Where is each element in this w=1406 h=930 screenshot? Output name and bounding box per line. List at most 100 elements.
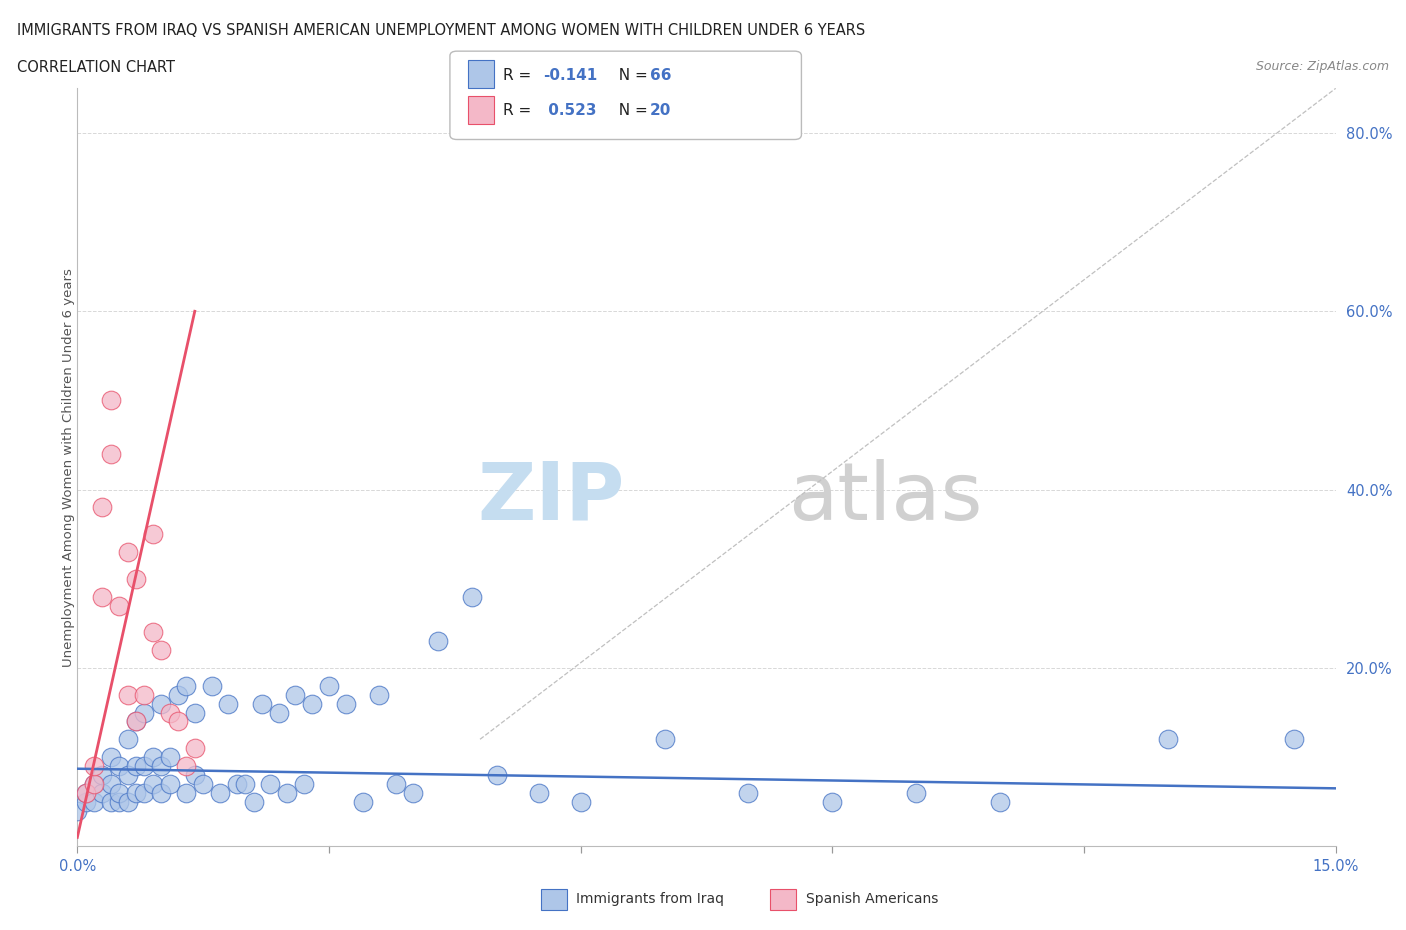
Point xyxy=(460,590,482,604)
Point xyxy=(117,732,139,747)
Point xyxy=(318,678,340,693)
Point xyxy=(100,446,122,461)
Point xyxy=(150,697,173,711)
Point xyxy=(737,785,759,800)
Text: -0.141: -0.141 xyxy=(543,68,598,83)
Point xyxy=(150,785,173,800)
Point xyxy=(259,777,281,791)
Point xyxy=(905,785,928,800)
Point xyxy=(83,777,105,791)
Point xyxy=(485,767,508,782)
Point xyxy=(125,714,148,729)
Text: atlas: atlas xyxy=(789,458,983,537)
Point xyxy=(267,705,290,720)
Point xyxy=(66,804,89,818)
Point xyxy=(83,777,105,791)
Point xyxy=(176,678,198,693)
Point xyxy=(352,794,374,809)
Point xyxy=(176,759,198,774)
Point xyxy=(527,785,550,800)
Text: 0.523: 0.523 xyxy=(543,103,596,118)
Point xyxy=(125,714,148,729)
Point xyxy=(233,777,256,791)
Point xyxy=(385,777,408,791)
Point xyxy=(83,794,105,809)
Point xyxy=(83,759,105,774)
Point xyxy=(402,785,425,800)
Point xyxy=(100,750,122,764)
Point xyxy=(301,697,323,711)
Point xyxy=(75,794,97,809)
Text: Source: ZipAtlas.com: Source: ZipAtlas.com xyxy=(1256,60,1389,73)
Point xyxy=(284,687,307,702)
Point xyxy=(159,777,181,791)
Point xyxy=(242,794,264,809)
Point xyxy=(117,794,139,809)
Point xyxy=(134,687,156,702)
Text: R =: R = xyxy=(503,103,537,118)
Point xyxy=(142,526,165,541)
Point xyxy=(117,767,139,782)
Point xyxy=(125,759,148,774)
Point xyxy=(91,500,114,515)
Text: Immigrants from Iraq: Immigrants from Iraq xyxy=(576,892,724,907)
Point xyxy=(225,777,247,791)
Point xyxy=(217,697,239,711)
Text: R =: R = xyxy=(503,68,537,83)
Text: IMMIGRANTS FROM IRAQ VS SPANISH AMERICAN UNEMPLOYMENT AMONG WOMEN WITH CHILDREN : IMMIGRANTS FROM IRAQ VS SPANISH AMERICAN… xyxy=(17,23,865,38)
Point xyxy=(75,785,97,800)
Point xyxy=(150,759,173,774)
Point xyxy=(125,785,148,800)
Point xyxy=(100,794,122,809)
Point xyxy=(117,545,139,560)
Point xyxy=(167,714,190,729)
Point xyxy=(142,625,165,640)
Point xyxy=(108,598,131,613)
Text: 66: 66 xyxy=(650,68,671,83)
Y-axis label: Unemployment Among Women with Children Under 6 years: Unemployment Among Women with Children U… xyxy=(62,268,76,667)
Point xyxy=(250,697,273,711)
Point xyxy=(100,393,122,408)
Point xyxy=(184,705,207,720)
Point xyxy=(91,767,114,782)
Point xyxy=(176,785,198,800)
Point xyxy=(75,785,97,800)
Point xyxy=(654,732,676,747)
Point xyxy=(117,687,139,702)
Point xyxy=(134,759,156,774)
Point xyxy=(108,759,131,774)
Text: CORRELATION CHART: CORRELATION CHART xyxy=(17,60,174,75)
Point xyxy=(292,777,315,791)
Point xyxy=(125,571,148,586)
Point xyxy=(368,687,391,702)
Text: N =: N = xyxy=(609,68,652,83)
Point xyxy=(200,678,222,693)
Point xyxy=(134,705,156,720)
Point xyxy=(184,767,207,782)
Point xyxy=(100,777,122,791)
Text: 20: 20 xyxy=(650,103,671,118)
Point xyxy=(191,777,215,791)
Point xyxy=(821,794,844,809)
Point xyxy=(134,785,156,800)
Point xyxy=(276,785,298,800)
Point xyxy=(208,785,231,800)
Point xyxy=(1157,732,1180,747)
Point xyxy=(159,750,181,764)
Point xyxy=(427,633,450,648)
Point xyxy=(142,777,165,791)
Point xyxy=(91,590,114,604)
Point xyxy=(159,705,181,720)
Point xyxy=(91,785,114,800)
Text: Spanish Americans: Spanish Americans xyxy=(806,892,938,907)
Point xyxy=(167,687,190,702)
Point xyxy=(150,643,173,658)
Point xyxy=(335,697,357,711)
Point xyxy=(142,750,165,764)
Point xyxy=(1282,732,1305,747)
Point xyxy=(108,794,131,809)
Text: N =: N = xyxy=(609,103,652,118)
Point xyxy=(184,741,207,756)
Point xyxy=(569,794,592,809)
Point xyxy=(988,794,1011,809)
